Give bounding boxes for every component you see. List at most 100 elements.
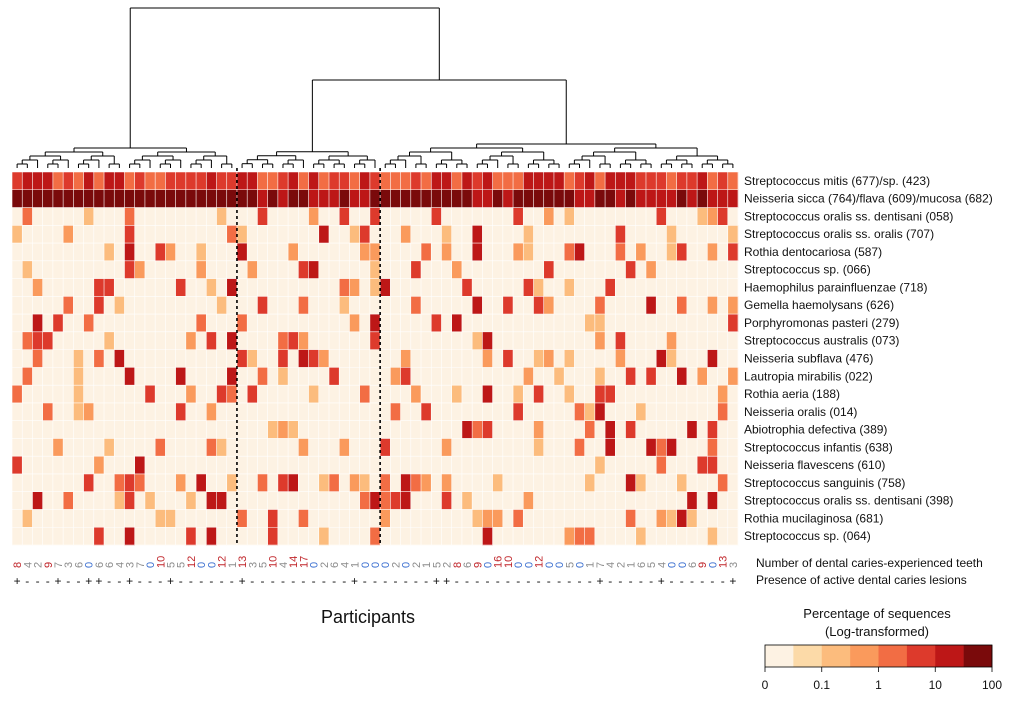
heatmap-cell bbox=[134, 385, 146, 404]
heatmap-cell bbox=[421, 385, 432, 404]
heatmap-cell bbox=[707, 385, 718, 404]
heatmap-cell bbox=[686, 456, 698, 475]
heatmap-cell bbox=[502, 314, 514, 333]
heatmap-cell bbox=[298, 349, 309, 368]
heatmap-cell bbox=[441, 473, 452, 493]
heatmap-cell bbox=[564, 438, 575, 457]
heatmap-cell bbox=[666, 172, 677, 191]
heatmap-cell bbox=[93, 225, 105, 244]
heatmap-cell bbox=[63, 367, 74, 386]
heatmap-cell bbox=[308, 527, 320, 546]
heatmap-cell bbox=[277, 225, 289, 244]
heatmap-cell bbox=[380, 225, 391, 244]
heatmap-cell bbox=[349, 527, 360, 546]
active-lesion-value: - bbox=[220, 574, 224, 588]
caries-teeth-label: Number of dental caries-experienced teet… bbox=[756, 556, 983, 570]
heatmap-cell bbox=[185, 402, 197, 421]
heatmap-cell bbox=[676, 367, 688, 386]
heatmap-cell bbox=[42, 296, 54, 315]
heatmap-cell bbox=[328, 260, 340, 279]
heatmap-cell bbox=[216, 473, 228, 493]
active-lesion-row: + - - - + - - + + - - + - - - + - - - - - - + - - - - - - - - - - + - - - - - -… bbox=[14, 574, 737, 588]
heatmap-cell bbox=[349, 367, 360, 386]
heatmap-cell bbox=[114, 420, 125, 439]
active-lesion-value: - bbox=[373, 574, 377, 588]
heatmap-cell bbox=[257, 367, 268, 386]
heatmap-cell bbox=[472, 367, 483, 386]
heatmap-cell bbox=[472, 402, 483, 421]
heatmap-cell bbox=[472, 331, 483, 350]
heatmap-cell bbox=[308, 438, 320, 457]
active-lesion-value: + bbox=[14, 574, 21, 588]
heatmap-cell bbox=[605, 331, 616, 350]
heatmap-cell bbox=[472, 278, 483, 297]
heatmap-cell bbox=[155, 456, 166, 475]
heatmap-cell bbox=[615, 385, 626, 404]
heatmap-cell bbox=[288, 367, 299, 386]
heatmap-cell bbox=[124, 385, 136, 404]
active-lesion-value: - bbox=[383, 574, 387, 588]
heatmap-cell bbox=[298, 509, 309, 528]
heatmap-cell bbox=[441, 207, 452, 226]
heatmap-cell bbox=[134, 491, 146, 510]
heatmap-cell bbox=[472, 509, 483, 528]
heatmap-cell bbox=[410, 331, 422, 350]
heatmap-cell bbox=[410, 456, 422, 475]
heatmap-cell bbox=[144, 456, 156, 475]
heatmap-cell bbox=[686, 402, 698, 421]
heatmap-cell bbox=[206, 314, 217, 333]
heatmap-cell bbox=[492, 420, 504, 439]
active-lesion-value: - bbox=[291, 574, 295, 588]
heatmap-cell bbox=[185, 509, 197, 528]
heatmap-cell bbox=[635, 225, 647, 244]
heatmap-cell bbox=[513, 331, 524, 350]
heatmap-cell bbox=[635, 420, 647, 439]
heatmap-cell bbox=[502, 509, 514, 528]
heatmap-cell bbox=[359, 278, 371, 297]
heatmap-cell bbox=[257, 331, 268, 350]
heatmap-cell bbox=[104, 314, 115, 333]
heatmap-cell bbox=[492, 260, 504, 279]
heatmap-cell bbox=[584, 473, 596, 493]
heatmap-cell bbox=[236, 385, 248, 404]
heatmap-cell bbox=[553, 314, 565, 333]
heatmap-cell bbox=[523, 349, 534, 368]
active-lesion-value: - bbox=[424, 574, 428, 588]
heatmap-cell bbox=[124, 314, 136, 333]
heatmap-cell bbox=[431, 420, 442, 439]
heatmap-cell bbox=[196, 438, 207, 457]
active-lesion-value: + bbox=[596, 574, 603, 588]
heatmap-cell bbox=[451, 402, 463, 421]
heatmap-cell bbox=[277, 314, 289, 333]
active-lesion-value: - bbox=[271, 574, 275, 588]
heatmap-cell bbox=[52, 367, 64, 386]
heatmap-cell bbox=[472, 260, 483, 279]
heatmap-cell bbox=[400, 243, 412, 262]
active-lesion-value: - bbox=[700, 574, 704, 588]
heatmap-cell bbox=[594, 225, 606, 244]
heatmap-cell bbox=[553, 456, 565, 475]
heatmap-cell bbox=[553, 225, 565, 244]
heatmap-cell bbox=[63, 509, 74, 528]
heatmap-cell bbox=[298, 278, 309, 297]
active-lesion-value: - bbox=[148, 574, 152, 588]
heatmap-cell bbox=[185, 367, 197, 386]
heatmap-cell bbox=[328, 491, 340, 510]
heatmap-cell bbox=[32, 509, 43, 528]
heatmap-cell bbox=[605, 260, 616, 279]
heatmap-cell bbox=[686, 189, 698, 208]
heatmap-cell bbox=[584, 385, 596, 404]
heatmap-cell bbox=[697, 438, 708, 457]
heatmap-cell bbox=[451, 349, 463, 368]
active-lesion-value: + bbox=[443, 574, 450, 588]
heatmap-cell bbox=[22, 260, 33, 279]
heatmap-cell bbox=[175, 278, 187, 297]
heatmap-cell bbox=[615, 260, 626, 279]
heatmap-cell bbox=[73, 225, 84, 244]
heatmap-cell bbox=[697, 473, 708, 493]
heatmap-cell bbox=[697, 243, 708, 262]
heatmap-cell bbox=[615, 278, 626, 297]
heatmap-cell bbox=[686, 278, 698, 297]
heatmap-cell bbox=[656, 402, 667, 421]
heatmap-cell bbox=[441, 225, 452, 244]
